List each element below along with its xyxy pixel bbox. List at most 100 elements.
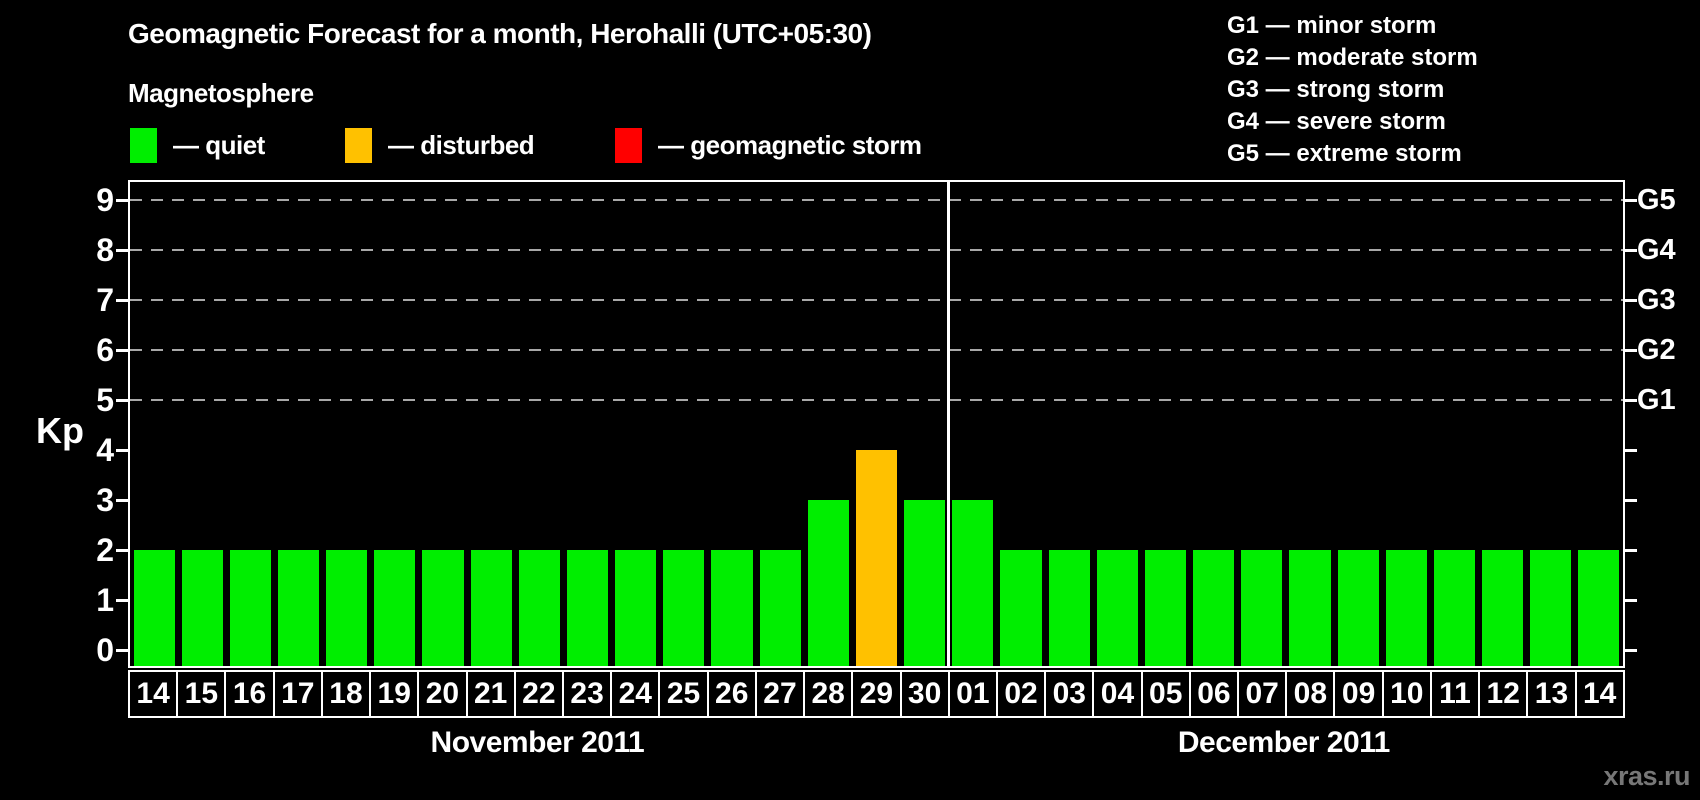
right-axis-tick — [1625, 249, 1637, 252]
y-axis-tick — [116, 549, 128, 552]
quiet-color-swatch-icon — [130, 128, 157, 163]
y-axis-title: Kp — [36, 410, 84, 451]
date-label: 28 — [803, 670, 854, 718]
y-axis-tick — [116, 199, 128, 202]
date-label: 17 — [272, 670, 323, 718]
legend-item-quiet: — quiet — [130, 128, 265, 163]
status-legend: — quiet — disturbed — geomagnetic storm — [130, 128, 1030, 168]
right-axis-tick — [1625, 449, 1637, 452]
legend-item-label: — disturbed — [388, 130, 535, 160]
date-label: 21 — [465, 670, 516, 718]
x-axis-date-row: 14 15 16 17 18 19 20 21 22 23 24 25 26 27 28 29 30 01 02 03… — [128, 670, 1625, 718]
kp-bar-nov-26 — [711, 550, 753, 666]
y-axis-tick — [116, 599, 128, 602]
right-axis-tick — [1625, 299, 1637, 302]
watermark: xras.ru — [1603, 761, 1690, 791]
kp-bar-nov-17 — [277, 550, 320, 666]
date-label: 12 — [1478, 670, 1529, 718]
kp-bar-dec-01 — [952, 500, 994, 666]
disturbed-color-swatch-icon — [345, 128, 372, 163]
gstorm-legend-line: G2 — moderate storm — [1227, 44, 1478, 71]
date-label: 15 — [176, 670, 227, 718]
kp-bar-nov-14 — [133, 550, 175, 666]
right-axis-label-g3: G3 — [1637, 284, 1676, 316]
kp-bar-nov-24 — [615, 550, 657, 666]
legend-item-storm: — geomagnetic storm — [615, 128, 922, 163]
storm-color-swatch-icon — [615, 128, 642, 163]
y-axis-tick — [116, 349, 128, 352]
date-label: 19 — [369, 670, 420, 718]
kp-bar-nov-15 — [181, 550, 223, 666]
gridline-kp8 — [130, 249, 1623, 251]
kp-bar-nov-23 — [566, 550, 609, 666]
plot-area: Kp 0 1 2 3 4 5 6 7 8 9 G1 G2 G3 G4 G5 — [36, 180, 1676, 668]
date-label: 30 — [899, 670, 950, 718]
gridline-kp7 — [130, 299, 1623, 301]
y-tick-label: 5 — [96, 382, 114, 418]
gridline-kp9 — [130, 199, 1623, 201]
y-tick-label: 1 — [96, 582, 114, 618]
month-label-november: November 2011 — [430, 726, 645, 759]
kp-bar-dec-08 — [1289, 550, 1331, 666]
right-axis-label-g4: G4 — [1637, 234, 1676, 266]
y-tick-label: 7 — [96, 282, 114, 318]
date-label: 06 — [1188, 670, 1240, 718]
gstorm-legend: G1 — minor storm G2 — moderate storm G3 — … — [1227, 10, 1478, 170]
date-label: 14 — [1574, 670, 1625, 718]
y-tick-label: 9 — [96, 182, 114, 218]
date-label: 22 — [513, 670, 564, 718]
right-axis-tick — [1625, 549, 1637, 552]
kp-bar-dec-05 — [1144, 550, 1187, 666]
date-label: 03 — [1044, 670, 1095, 718]
date-label: 24 — [610, 670, 661, 718]
right-axis-label-g1: G1 — [1637, 384, 1676, 416]
gstorm-legend-line: G5 — extreme storm — [1227, 140, 1462, 167]
y-tick-label: 6 — [96, 332, 114, 368]
kp-bar-nov-22 — [518, 550, 560, 666]
kp-bar-nov-20 — [422, 550, 464, 666]
month-separator-line — [947, 182, 951, 666]
kp-bar-dec-11 — [1433, 550, 1475, 666]
right-axis-tick — [1625, 599, 1637, 602]
y-axis-tick — [116, 649, 128, 652]
right-axis-label-g5: G5 — [1637, 184, 1676, 216]
date-label: 23 — [561, 670, 613, 718]
kp-bar-nov-30 — [904, 500, 946, 666]
kp-bar-nov-27 — [759, 550, 801, 666]
right-axis-label-g2: G2 — [1637, 334, 1676, 366]
legend-item-label: — geomagnetic storm — [658, 130, 922, 160]
y-axis-tick — [116, 249, 128, 252]
date-label: 11 — [1429, 670, 1481, 718]
kp-bar-dec-03 — [1048, 550, 1090, 666]
month-labels: November 2011 December 2011 — [128, 726, 1625, 766]
kp-bar-dec-04 — [1096, 550, 1138, 666]
kp-bar-dec-10 — [1385, 550, 1427, 666]
kp-bar-dec-06 — [1193, 550, 1235, 666]
right-axis-tick — [1625, 399, 1637, 402]
kp-bar-nov-21 — [470, 550, 512, 666]
gridline-kp5 — [130, 399, 1623, 401]
kp-bar-nov-16 — [229, 550, 271, 666]
kp-bar-nov-29 — [855, 450, 898, 666]
right-axis-tick — [1625, 199, 1637, 202]
kp-bar-nov-28 — [807, 500, 849, 666]
date-label: 29 — [851, 670, 902, 718]
y-axis-tick — [116, 449, 128, 452]
y-tick-label: 2 — [96, 532, 114, 568]
gstorm-legend-line: G1 — minor storm — [1227, 12, 1437, 39]
kp-bar-dec-14 — [1578, 550, 1620, 666]
date-label: 07 — [1237, 670, 1288, 718]
magnetosphere-label: Magnetosphere — [128, 78, 314, 108]
y-axis-tick — [116, 399, 128, 402]
y-tick-label: 0 — [96, 632, 114, 668]
kp-bar-nov-19 — [374, 550, 416, 666]
date-label: 05 — [1140, 670, 1191, 718]
date-label: 09 — [1333, 670, 1384, 718]
y-tick-label: 8 — [96, 232, 114, 268]
legend-item-disturbed: — disturbed — [345, 128, 535, 163]
gridline-kp6 — [130, 349, 1623, 351]
y-tick-label: 4 — [96, 432, 114, 468]
y-axis-tick — [116, 299, 128, 302]
kp-bar-dec-09 — [1337, 550, 1379, 666]
